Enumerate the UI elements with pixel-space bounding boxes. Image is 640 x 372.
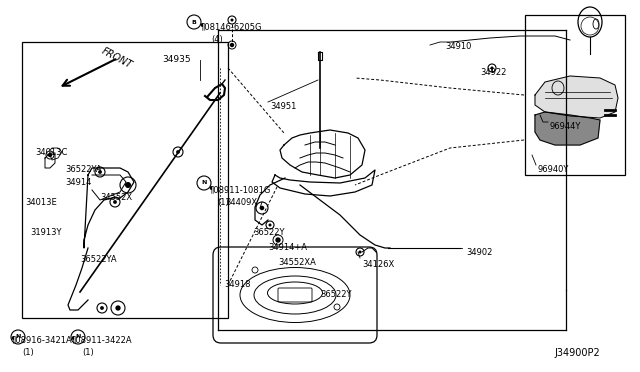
Circle shape xyxy=(115,305,121,311)
Bar xyxy=(525,15,625,175)
Text: 34951: 34951 xyxy=(270,102,296,111)
Text: B: B xyxy=(191,19,196,25)
Text: 34914: 34914 xyxy=(65,178,92,187)
Polygon shape xyxy=(535,112,600,145)
Circle shape xyxy=(490,67,493,70)
Text: 34914+A: 34914+A xyxy=(268,243,307,252)
Text: ¶08911-1081G: ¶08911-1081G xyxy=(208,185,270,194)
Text: 34552X: 34552X xyxy=(100,193,132,202)
Circle shape xyxy=(230,44,234,46)
Text: 96940Y: 96940Y xyxy=(538,165,570,174)
Text: 36522Y: 36522Y xyxy=(320,290,351,299)
Text: N: N xyxy=(76,334,81,340)
Text: 36522YA: 36522YA xyxy=(65,165,102,174)
Text: 34918: 34918 xyxy=(224,280,250,289)
Circle shape xyxy=(276,238,280,242)
Circle shape xyxy=(100,306,104,310)
Text: ¶08916-3421A: ¶08916-3421A xyxy=(10,335,72,344)
Text: J34900P2: J34900P2 xyxy=(554,348,600,358)
Text: (1): (1) xyxy=(82,348,93,357)
Text: N: N xyxy=(15,334,20,340)
Text: 34552XA: 34552XA xyxy=(278,258,316,267)
Text: 34902: 34902 xyxy=(466,248,492,257)
Text: FRONT: FRONT xyxy=(100,45,134,70)
Text: 34935: 34935 xyxy=(162,55,191,64)
Circle shape xyxy=(230,19,234,22)
Text: 34013C: 34013C xyxy=(35,148,67,157)
Text: 31913Y: 31913Y xyxy=(30,228,61,237)
Text: ¶08146-6205G: ¶08146-6205G xyxy=(199,22,262,31)
Text: 34126X: 34126X xyxy=(362,260,394,269)
Circle shape xyxy=(125,182,131,188)
Text: 36522Y: 36522Y xyxy=(253,228,285,237)
Circle shape xyxy=(98,170,102,174)
Circle shape xyxy=(49,154,51,157)
Text: (4): (4) xyxy=(211,35,223,44)
Polygon shape xyxy=(535,76,618,118)
Text: (1): (1) xyxy=(22,348,34,357)
Bar xyxy=(22,42,228,318)
Circle shape xyxy=(358,250,362,254)
Text: (1): (1) xyxy=(217,198,228,207)
Text: 34409X: 34409X xyxy=(225,198,257,207)
Circle shape xyxy=(113,200,117,204)
Text: 34922: 34922 xyxy=(480,68,506,77)
Circle shape xyxy=(176,150,180,154)
Text: 36522YA: 36522YA xyxy=(80,255,116,264)
Text: 34910: 34910 xyxy=(445,42,472,51)
Text: N: N xyxy=(202,180,207,186)
Text: 34013E: 34013E xyxy=(25,198,57,207)
Circle shape xyxy=(269,224,271,227)
Text: 96944Y: 96944Y xyxy=(549,122,580,131)
Text: ¶08911-3422A: ¶08911-3422A xyxy=(70,335,132,344)
Circle shape xyxy=(260,206,264,210)
